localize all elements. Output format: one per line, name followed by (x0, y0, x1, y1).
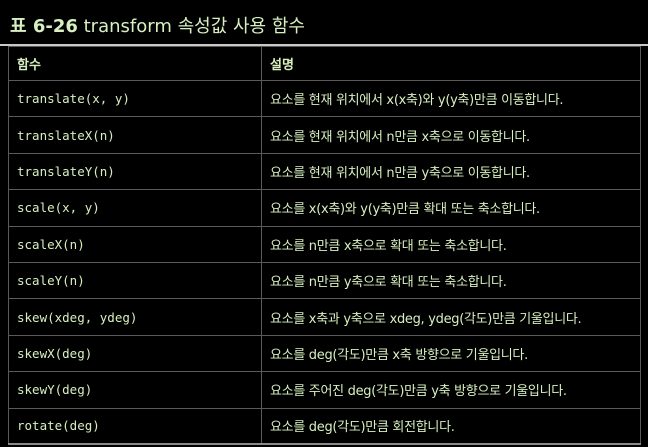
table-caption: 표 6-26 transform 속성값 사용 함수 (10, 14, 305, 40)
function-cell: skewX(deg) (8, 334, 262, 373)
description-cell: 요소를 deg(각도)만큼 x축 방향으로 기울입니다. (261, 334, 641, 373)
table-number: 표 6-26 (10, 16, 78, 37)
function-cell: scaleX(n) (8, 225, 262, 263)
function-cell: skew(xdeg, ydeg) (8, 298, 262, 336)
function-cell: scaleY(n) (8, 261, 262, 300)
function-cell: scale(x, y) (8, 189, 262, 227)
description-cell: 요소를 현재 위치에서 n만큼 x축으로 이동합니다. (261, 116, 641, 154)
table-row: skewX(deg) 요소를 deg(각도)만큼 x축 방향으로 기울입니다. (8, 334, 641, 373)
description-cell: 요소를 현재 위치에서 x(x축)와 y(y축)만큼 이동합니다. (261, 79, 641, 118)
description-cell: 요소를 deg(각도)만큼 회전합니다. (261, 407, 641, 446)
table-row: scaleY(n) 요소를 n만큼 y축으로 확대 또는 축소합니다. (8, 261, 641, 300)
table-header-row: 함수 설명 (8, 46, 641, 81)
table-title: transform 속성값 사용 함수 (83, 16, 305, 37)
function-cell: skewY(deg) (8, 371, 262, 409)
table-row: skewY(deg) 요소를 주어진 deg(각도)만큼 y축 방향으로 기울입… (8, 371, 641, 409)
function-cell: translateX(n) (8, 116, 262, 154)
header-description: 설명 (261, 46, 641, 81)
table-row: translateY(n) 요소를 현재 위치에서 n만큼 y축으로 이동합니다… (8, 152, 641, 191)
description-cell: 요소를 주어진 deg(각도)만큼 y축 방향으로 기울입니다. (261, 371, 641, 409)
function-cell: translateY(n) (8, 152, 262, 191)
description-cell: 요소를 x(x축)와 y(y축)만큼 확대 또는 축소합니다. (261, 189, 641, 227)
caption-rule (0, 44, 648, 46)
description-cell: 요소를 n만큼 x축으로 확대 또는 축소합니다. (261, 225, 641, 263)
description-cell: 요소를 x축과 y축으로 xdeg, ydeg(각도)만큼 기울입니다. (261, 298, 641, 336)
table-row: skew(xdeg, ydeg) 요소를 x축과 y축으로 xdeg, ydeg… (8, 298, 641, 336)
table-row: scaleX(n) 요소를 n만큼 x축으로 확대 또는 축소합니다. (8, 225, 641, 263)
function-cell: translate(x, y) (8, 79, 262, 118)
table-row: translateX(n) 요소를 현재 위치에서 n만큼 x축으로 이동합니다… (8, 116, 641, 154)
transform-functions-table: 함수 설명 translate(x, y) 요소를 현재 위치에서 x(x축)와… (8, 46, 641, 446)
function-cell: rotate(deg) (8, 407, 262, 446)
description-cell: 요소를 n만큼 y축으로 확대 또는 축소합니다. (261, 261, 641, 300)
description-cell: 요소를 현재 위치에서 n만큼 y축으로 이동합니다. (261, 152, 641, 191)
table-row: rotate(deg) 요소를 deg(각도)만큼 회전합니다. (8, 407, 641, 446)
table-row: scale(x, y) 요소를 x(x축)와 y(y축)만큼 확대 또는 축소합… (8, 189, 641, 227)
header-function: 함수 (8, 46, 262, 81)
table-row: translate(x, y) 요소를 현재 위치에서 x(x축)와 y(y축)… (8, 79, 641, 118)
